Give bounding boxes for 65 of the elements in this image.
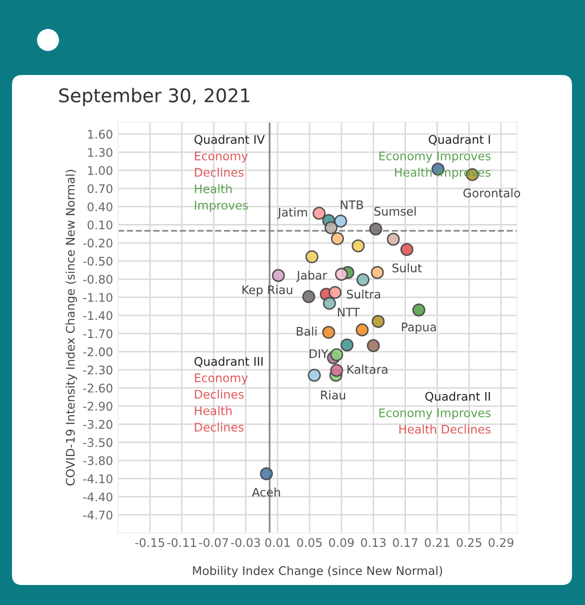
annotation: DIY — [310, 349, 328, 358]
annotation: Sumsel — [374, 206, 416, 216]
x-tick-label: 0.25 — [456, 538, 482, 547]
annotation: NTT — [338, 308, 360, 317]
y-tick-label: -4.10 — [83, 474, 112, 484]
annotation: Declines — [194, 168, 244, 177]
annotation: Economy — [194, 152, 248, 163]
y-tick-label: 1.60 — [88, 130, 112, 139]
y-tick-label: -0.50 — [83, 256, 112, 266]
x-tick-label: -0.07 — [199, 538, 228, 547]
y-tick-label: -4.70 — [83, 510, 112, 520]
annotation: Quadrant II — [425, 392, 490, 402]
y-tick-label: 1.00 — [88, 166, 112, 176]
annotation: NTB — [340, 200, 363, 210]
x-tick-label: -0.03 — [230, 538, 260, 547]
x-tick-label: 0.17 — [392, 538, 418, 547]
annotation: Jabar — [296, 270, 328, 282]
annotation: Papua — [402, 322, 436, 334]
y-tick-label: -3.20 — [83, 420, 112, 429]
x-tick-label: 0.29 — [488, 538, 514, 547]
y-tick-label: 0.10 — [88, 220, 112, 230]
annotation: Improves — [194, 200, 248, 212]
x-tick-label: 0.21 — [424, 538, 450, 547]
annotation: Bali — [296, 326, 316, 336]
x-tick-label: 0.09 — [329, 538, 354, 547]
x-tick-label: 0.01 — [265, 538, 290, 547]
annotation: Gorontalo — [463, 188, 520, 198]
y-tick-label: -2.60 — [83, 384, 112, 393]
annotation: Quadrant IV — [194, 134, 265, 146]
y-tick-label: -1.70 — [83, 329, 112, 338]
annotation: Quadrant I — [428, 134, 490, 146]
y-tick-label: 0.70 — [88, 184, 112, 194]
y-tick-label: -2.00 — [83, 347, 112, 356]
y-tick-label: -2.30 — [83, 366, 112, 374]
annotation: Health — [194, 184, 232, 194]
annotation: Economy — [194, 374, 248, 385]
annotation: Economy Improves — [379, 408, 490, 420]
annotation: Sultra — [346, 290, 380, 299]
x-axis-title: Mobility Index Change (since New Normal) — [193, 566, 442, 578]
annotation: Riau — [321, 390, 346, 400]
x-tick-label: 0.05 — [297, 538, 322, 547]
annotation: Quadrant III — [194, 356, 263, 368]
annotation: Economy Improves — [379, 152, 490, 163]
y-tick-label: -4.40 — [83, 492, 112, 502]
y-tick-label: 1.30 — [88, 148, 112, 157]
y-tick-label: 0.40 — [88, 202, 112, 212]
annotation: Health — [194, 406, 232, 416]
y-tick-label: -1.10 — [83, 293, 112, 302]
y-tick-label: -2.90 — [83, 402, 112, 411]
annotation: Declines — [194, 390, 244, 399]
annotation: Health Declines — [399, 424, 490, 434]
x-tick-label: -0.11 — [167, 538, 196, 547]
annotation: Sulut — [392, 263, 422, 272]
y-axis-title: COVID-19 Intensity Index Change (since New Normal) — [66, 170, 78, 486]
annotation: Kaltara — [348, 364, 388, 374]
annotation: Jatim — [277, 208, 307, 219]
y-tick-label: -0.80 — [83, 274, 112, 284]
y-tick-label: -3.80 — [83, 456, 112, 466]
y-tick-label: -1.40 — [83, 311, 112, 320]
x-tick-label: 0.13 — [360, 538, 386, 547]
annotation: Declines — [194, 422, 244, 432]
x-tick-label: -0.15 — [135, 538, 164, 547]
y-tick-label: -3.50 — [83, 438, 112, 447]
y-tick-label: -0.20 — [83, 238, 112, 248]
chart-title: September 30, 2021 — [59, 88, 250, 106]
